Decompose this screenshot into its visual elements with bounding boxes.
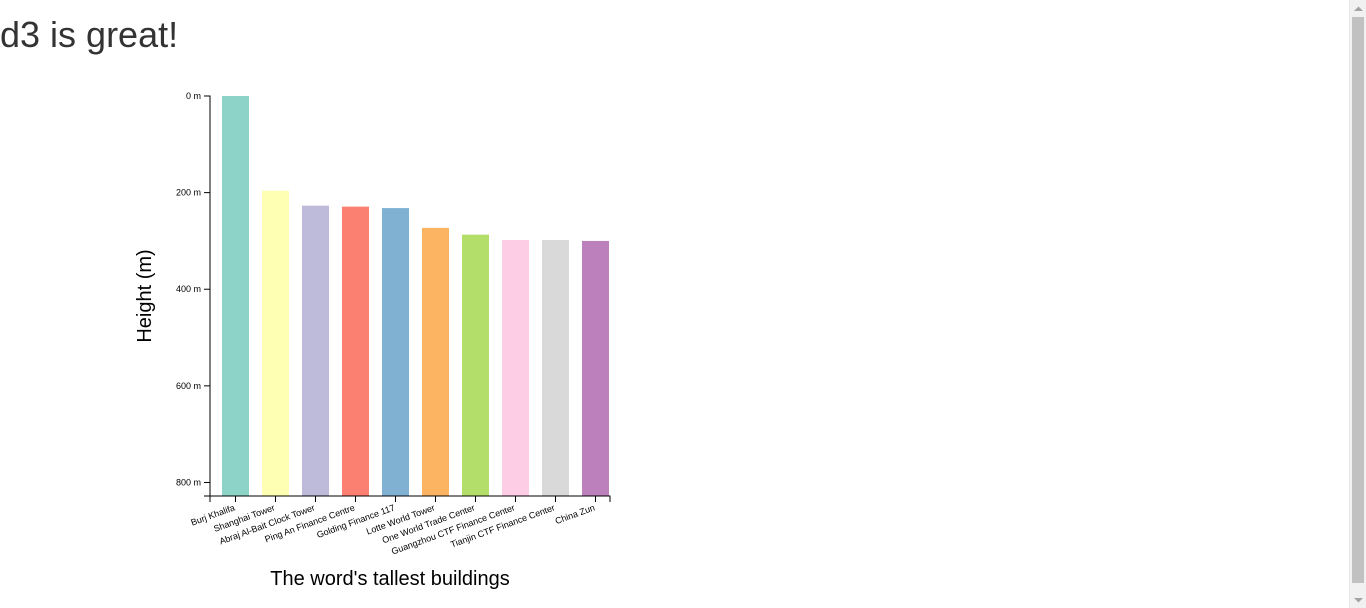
bar-lotte-world-tower (422, 227, 449, 496)
bar-burj-khalifa (222, 96, 249, 496)
y-tick-label: 200 m (176, 188, 201, 198)
bar-shanghai-tower (262, 190, 289, 497)
page-heading: d3 is great! (0, 14, 179, 55)
scroll-down-arrow-icon[interactable] (1350, 591, 1366, 608)
x-tick-label: China Zun (554, 502, 596, 526)
y-tick-label: 800 m (176, 477, 201, 487)
y-tick-label: 400 m (176, 284, 201, 294)
y-axis: 0 m 200 m 400 m 600 m 800 m (176, 91, 211, 497)
y-axis-title: Height (m) (134, 249, 156, 342)
bar-golding-finance-117 (382, 208, 409, 496)
x-axis-title: The word's tallest buildings (270, 568, 510, 590)
bars-group (222, 96, 609, 497)
scroll-up-arrow-icon[interactable] (1350, 0, 1366, 17)
bar-abraj-al-bait-clock-tower (302, 205, 329, 496)
bar-china-zun (582, 240, 609, 496)
y-tick-label: 600 m (176, 381, 201, 391)
vertical-scrollbar[interactable] (1349, 0, 1366, 608)
y-tick-label: 0 m (186, 91, 201, 101)
bar-ping-an-finance-centre (342, 206, 369, 496)
x-axis-line (209, 495, 611, 502)
bar-guangzhou-ctf-finance-center (502, 239, 529, 496)
bar-one-world-trade-center (462, 234, 489, 496)
y-axis-line (204, 95, 211, 497)
bar-tianjin-ctf-finance-center (542, 239, 569, 496)
scrollbar-thumb[interactable] (1352, 17, 1364, 583)
